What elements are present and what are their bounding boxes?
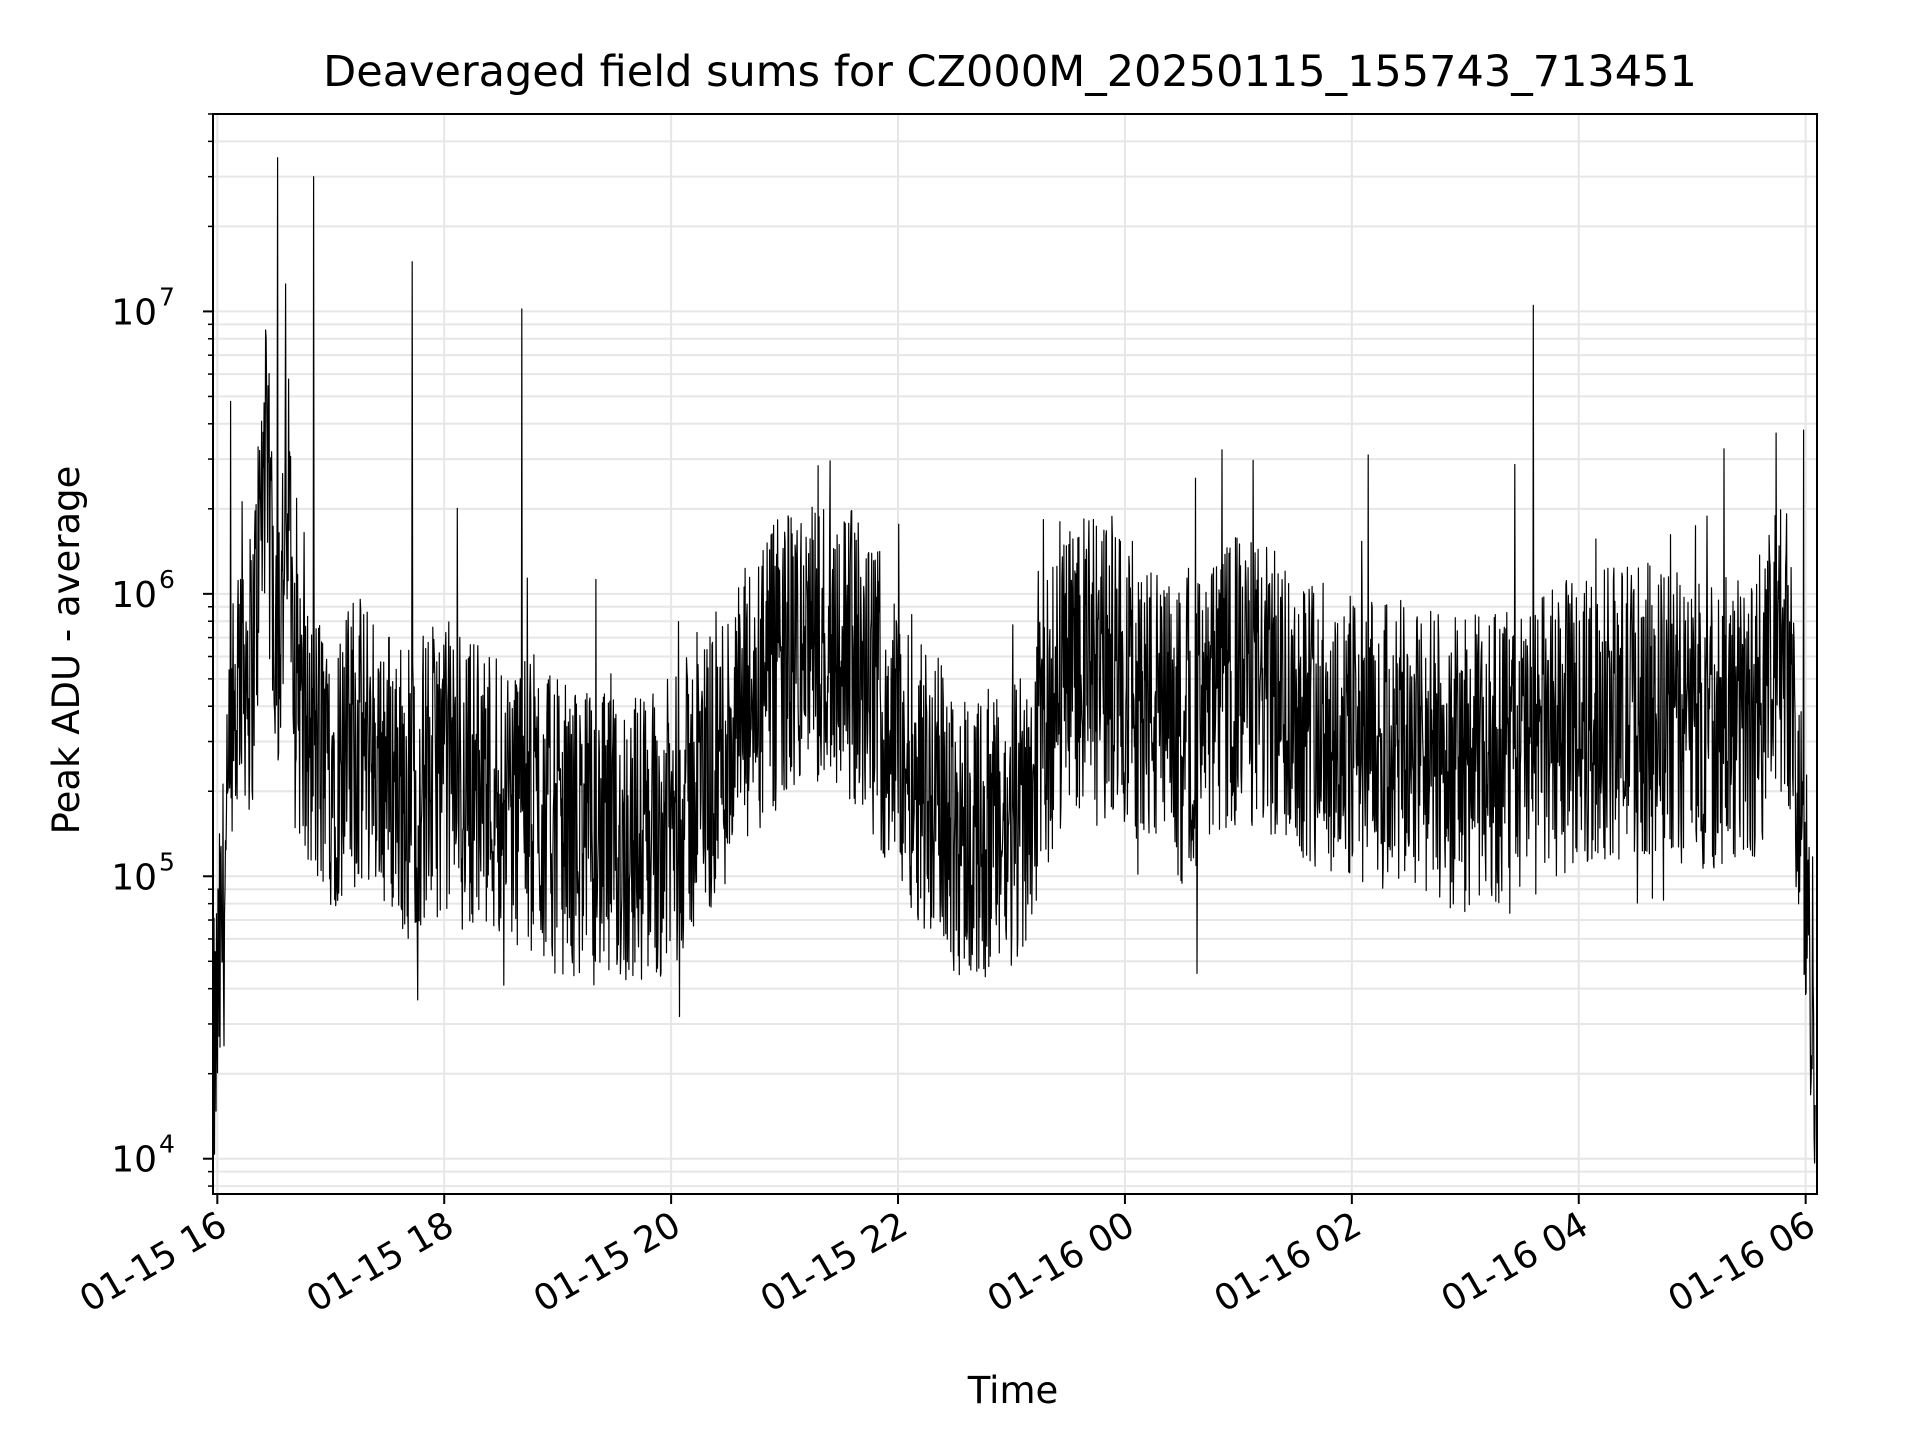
y-tick-label: 10	[111, 292, 157, 333]
y-tick-label: 10	[111, 1140, 157, 1181]
y-tick-exponent: 5	[159, 847, 175, 876]
chart-title: Deaveraged field sums for CZ000M_2025011…	[323, 47, 1697, 97]
x-tick-label: 01-16 00	[981, 1204, 1142, 1320]
x-tick-label: 01-16 04	[1435, 1204, 1596, 1320]
y-tick-exponent: 6	[159, 565, 175, 594]
x-tick-label: 01-16 06	[1661, 1204, 1822, 1320]
x-tick-label: 01-15 22	[754, 1204, 915, 1320]
plot-area	[212, 157, 1816, 1164]
x-tick-label: 01-15 16	[73, 1204, 234, 1320]
y-axis-label: Peak ADU - average	[45, 466, 88, 835]
x-tick-label: 01-15 18	[300, 1204, 461, 1320]
y-tick-exponent: 4	[159, 1130, 175, 1159]
y-tick-label: 10	[111, 857, 157, 898]
x-tick-label: 01-15 20	[527, 1204, 688, 1320]
x-axis-label: Time	[967, 1369, 1059, 1412]
series-line	[212, 157, 1816, 1164]
y-tick-exponent: 7	[159, 282, 175, 311]
plot-frame	[212, 113, 1818, 1195]
y-tick-label: 10	[111, 575, 157, 616]
x-axis: 01-15 16 01-15 18 01-15 20 01-15 22 01-16 00…	[73, 1194, 1822, 1321]
x-tick-label: 01-16 02	[1208, 1204, 1369, 1320]
